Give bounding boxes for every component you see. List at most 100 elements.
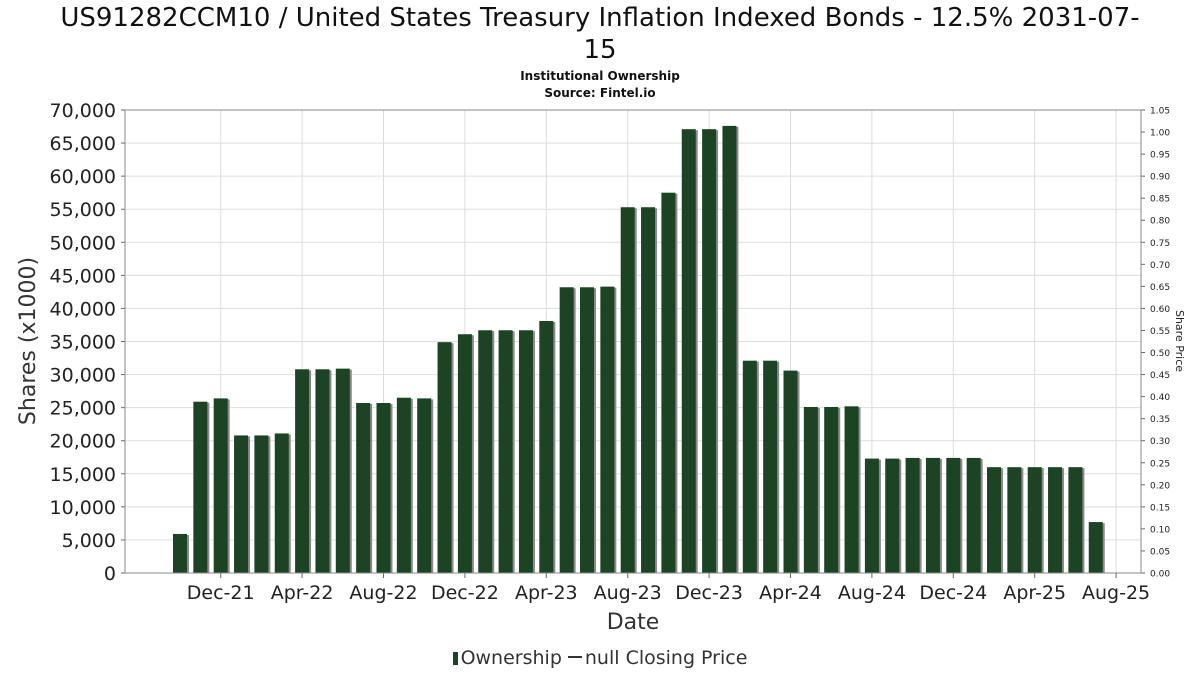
chart-source: Source: Fintel.io: [544, 86, 656, 100]
ownership-bar: [335, 368, 350, 573]
ownership-bar: [641, 207, 656, 574]
ownership-bar: [702, 129, 717, 573]
y2-tick-label: 0.15: [1150, 503, 1170, 513]
ownership-bar: [437, 342, 452, 573]
ownership-bar: [580, 287, 594, 573]
y2-tick-label: 0.20: [1150, 481, 1170, 491]
ownership-bar: [234, 435, 249, 573]
x-axis-label: Date: [607, 610, 660, 635]
chart-subtitle: Institutional Ownership: [520, 69, 680, 83]
ownership-bar: [193, 401, 208, 573]
y2-tick-label: 0.10: [1150, 525, 1170, 535]
y2-tick-label: 1.00: [1150, 129, 1170, 139]
y-tick-label: 70,000: [50, 100, 116, 122]
y2-tick-label: 0.05: [1150, 547, 1170, 557]
ownership-swatch: [452, 652, 458, 665]
ownership-bar: [396, 397, 411, 573]
ownership-bar: [539, 320, 554, 573]
y-tick-label: 40,000: [50, 298, 116, 320]
y-axis-label: Shares (x1000): [16, 257, 41, 425]
y2-axis-ticks: 0.00 0.05 0.10 0.15 0.20 0.25 0.30 0.35 0.40 0.45…: [1141, 107, 1170, 580]
y2-tick-label: 0.35: [1150, 415, 1170, 425]
y-tick-label: 15,000: [50, 464, 116, 486]
chart-title-line2: 15: [583, 35, 617, 65]
ownership-bar: [559, 287, 574, 573]
y2-tick-label: 0.90: [1150, 173, 1170, 183]
y2-tick-label: 0.60: [1150, 305, 1170, 315]
y2-tick-label: 0.75: [1150, 239, 1170, 249]
y2-tick-label: 0.65: [1150, 283, 1170, 293]
y-tick-label: 25,000: [50, 398, 116, 420]
y2-tick-label: 0.80: [1150, 217, 1170, 227]
x-tick-label: Apr-24: [759, 582, 822, 604]
y-tick-label: 35,000: [50, 332, 116, 354]
ownership-bar: [274, 433, 289, 573]
ownership-bar: [498, 330, 513, 573]
ownership-bar: [966, 457, 981, 573]
y-tick-label: 30,000: [50, 365, 116, 387]
y-tick-label: 65,000: [50, 133, 116, 155]
ownership-bar: [1048, 467, 1063, 573]
x-tick-label: Dec-24: [919, 582, 987, 604]
y2-tick-label: 0.85: [1150, 195, 1170, 205]
price-line-swatch: [567, 656, 582, 658]
ownership-bar: [844, 406, 859, 573]
ownership-bar: [885, 458, 900, 573]
ownership-bar: [417, 398, 432, 573]
ownership-bar: [254, 435, 269, 573]
y-tick-label: 60,000: [50, 166, 116, 188]
ownership-bar: [620, 207, 635, 574]
y2-tick-label: 0.70: [1150, 261, 1170, 271]
y2-tick-label: 0.95: [1150, 151, 1170, 161]
y-tick-label: 45,000: [50, 265, 116, 287]
legend: Ownership null Closing Price: [0, 647, 1200, 669]
y2-tick-label: 0.25: [1150, 459, 1170, 469]
y2-tick-label: 0.30: [1150, 437, 1170, 447]
ownership-bar: [295, 369, 310, 573]
y-tick-label: 20,000: [50, 431, 116, 453]
x-tick-label: Dec-23: [675, 582, 743, 604]
y2-axis-label: Share Price: [1173, 310, 1186, 372]
y-tick-label: 5,000: [62, 530, 116, 552]
y2-tick-label: 0.40: [1150, 393, 1170, 403]
y2-tick-label: 0.55: [1150, 327, 1170, 337]
legend-ownership: Ownership: [460, 647, 562, 669]
ownership-bar: [457, 334, 472, 573]
ownership-bar: [742, 360, 757, 573]
ownership-bar: [783, 370, 798, 573]
ownership-bar: [864, 458, 879, 573]
y-tick-label: 50,000: [50, 232, 116, 254]
y2-tick-label: 1.05: [1150, 107, 1170, 117]
plot-frame: [124, 109, 1142, 574]
ownership-bar: [518, 330, 533, 573]
y2-tick-label: 0.50: [1150, 349, 1170, 359]
x-axis-ticks: Dec-21 Apr-22 Aug-22 Dec-22 Apr-23 Aug-23 Dec-…: [187, 573, 1150, 604]
x-tick-label: Aug-24: [838, 582, 906, 604]
y-tick-label: 10,000: [50, 497, 116, 519]
bar-series: [173, 125, 1105, 574]
ownership-bar: [376, 403, 391, 573]
ownership-bar: [661, 192, 676, 573]
y2-tick-label: 0.45: [1150, 371, 1170, 381]
x-tick-label: Aug-22: [349, 582, 417, 604]
ownership-bar: [478, 330, 493, 573]
x-tick-label: Apr-23: [515, 582, 578, 604]
y-axis-ticks: 0 5,000 10,000 15,000 20,000 25,000 30,000 35,0…: [50, 100, 125, 585]
x-tick-label: Apr-22: [271, 582, 334, 604]
ownership-bar: [925, 457, 940, 573]
x-tick-label: Aug-25: [1082, 582, 1150, 604]
ownership-bar: [600, 286, 615, 573]
x-tick-label: Aug-23: [594, 582, 662, 604]
ownership-bar: [1088, 522, 1103, 573]
ownership-bar: [824, 406, 839, 573]
ownership-bar: [946, 457, 961, 573]
legend-price: null Closing Price: [584, 647, 748, 669]
ownership-bar: [1007, 467, 1022, 573]
ownership-bar: [722, 125, 737, 574]
ownership-bar: [356, 403, 371, 573]
ownership-bar: [987, 467, 1001, 573]
y-tick-label: 55,000: [50, 199, 116, 221]
ownership-bar: [1027, 467, 1042, 573]
ownership-bar: [1068, 467, 1083, 573]
ownership-bar: [763, 360, 778, 573]
